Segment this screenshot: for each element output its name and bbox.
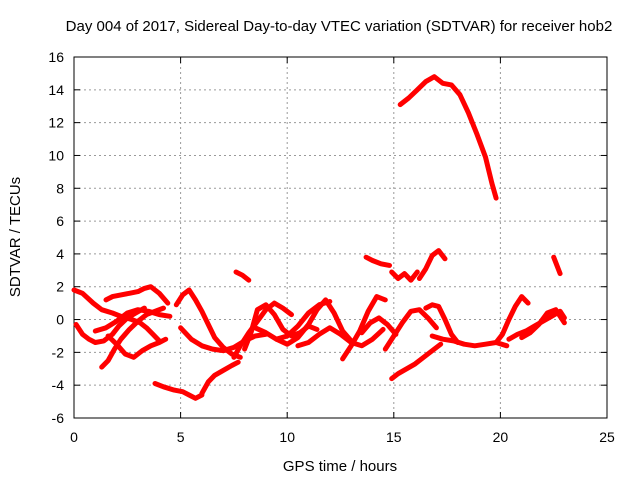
series-trace-24 [382, 307, 439, 352]
y-tick-label: -4 [52, 377, 65, 393]
series-trace-25 [423, 302, 461, 345]
x-tick-label: 25 [599, 429, 615, 445]
plot-frame [73, 56, 608, 419]
series-trace-8 [199, 359, 241, 396]
series-trace-27 [493, 294, 531, 345]
series-trace-4 [103, 284, 171, 306]
x-tick-label: 15 [386, 429, 402, 445]
series-trace-12 [233, 269, 252, 283]
y-tick-label: 6 [56, 213, 64, 229]
y-tick-label: 4 [56, 246, 64, 262]
y-tick-label: 16 [48, 49, 64, 65]
axis-ticks: 0 5 10 15 20 25 -6 -4 -2 0 2 4 6 8 10 12 14 16 [48, 49, 615, 445]
x-tick-label: 5 [177, 429, 185, 445]
series-trace-29 [519, 307, 567, 341]
data-series [71, 74, 567, 401]
y-tick-label: 10 [48, 147, 64, 163]
series-trace-22 [397, 74, 499, 201]
x-tick-label: 0 [70, 429, 78, 445]
series-trace-21 [416, 248, 448, 281]
series-trace-23 [389, 341, 444, 382]
series-trace-18 [363, 254, 392, 268]
series-trace-15 [274, 297, 354, 347]
series-trace-30 [551, 254, 563, 277]
x-axis-label: GPS time / hours [283, 458, 397, 475]
y-tick-label: 8 [56, 180, 64, 196]
series-trace-5 [105, 333, 169, 360]
y-tick-label: -2 [52, 344, 65, 360]
series-trace-19 [359, 315, 399, 337]
y-axis-label: SDTVAR / TECUs [7, 177, 24, 297]
y-tick-label: 14 [48, 82, 64, 98]
x-tick-label: 20 [493, 429, 509, 445]
series-trace-11 [231, 300, 294, 360]
x-tick-label: 10 [279, 429, 295, 445]
chart-title: Day 004 of 2017, Sidereal Day-to-day VTE… [66, 18, 613, 35]
y-tick-label: 12 [48, 115, 64, 131]
y-tick-label: -6 [52, 410, 65, 426]
series-trace-16 [295, 325, 386, 349]
grid-lines [74, 57, 607, 418]
y-tick-label: 0 [56, 312, 64, 328]
series-trace-7 [152, 381, 205, 401]
series-trace-6 [92, 307, 173, 334]
y-tick-label: 2 [56, 279, 64, 295]
series-trace-20 [389, 269, 420, 283]
series-trace-17 [340, 294, 388, 362]
